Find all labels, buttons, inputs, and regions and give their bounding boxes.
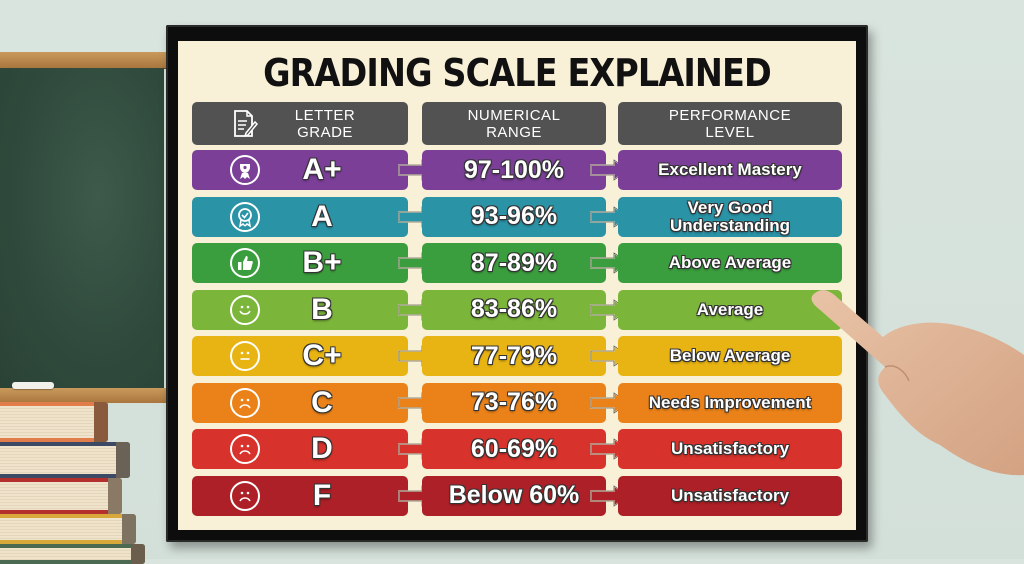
grade-label: C+ [302, 339, 342, 372]
row-numerical-range: 83-86% [422, 289, 606, 330]
row-numerical-range: 60-69% [422, 429, 606, 469]
row-performance-level: Unsatisfactory [618, 429, 842, 469]
grade-label: D [311, 432, 333, 465]
level-label: Average [696, 299, 764, 319]
header-letter-grade-label: LETTER GRADE [294, 106, 356, 141]
header-letter-grade: LETTER GRADE [192, 102, 408, 145]
row-letter-grade: C+ [192, 336, 408, 376]
book [0, 514, 136, 544]
level-label: Unsatisfactory [670, 485, 790, 505]
chalkboard-surface [0, 68, 164, 388]
book [0, 402, 108, 442]
row-performance-level: Very Good Understanding [618, 196, 842, 237]
row-performance-level: Unsatisfactory [618, 475, 842, 516]
frown-face-icon [230, 480, 260, 511]
grade-label: B [311, 292, 333, 326]
row-numerical-range: 87-89% [422, 243, 606, 283]
range-label: 97-100% [463, 155, 565, 184]
poster-title: GRADING SCALE EXPLAINED [263, 51, 772, 95]
row-numerical-range: Below 60% [422, 475, 606, 516]
row-numerical-range: 97-100% [422, 150, 606, 190]
grade-label: A [311, 199, 333, 233]
row-performance-level: Above Average [618, 243, 842, 283]
level-label: Excellent Mastery [658, 160, 802, 179]
row-performance-level: Below Average [618, 336, 842, 376]
neutral-face-icon [230, 341, 260, 371]
row-numerical-range: 77-79% [422, 336, 606, 376]
row-letter-grade: A+ [192, 150, 408, 190]
level-label: Below Average [669, 346, 791, 365]
trophy-ribbon-icon [230, 155, 260, 185]
range-label: 73-76% [470, 388, 558, 416]
row-performance-level: Needs Improvement [618, 382, 842, 423]
header-numerical-range: NUMERICAL RANGE [422, 102, 606, 145]
grade-label: C [311, 385, 333, 419]
poster-frame: GRADING SCALE EXPLAINED LETTER GRADE NUM… [166, 25, 868, 542]
row-letter-grade: F [192, 475, 408, 516]
range-label: 87-89% [470, 248, 558, 277]
level-label: Very Good Understanding [670, 197, 790, 235]
range-label: 60-69% [470, 434, 558, 463]
range-label: Below 60% [448, 481, 580, 509]
row-letter-grade: B+ [192, 243, 408, 283]
row-performance-level: Average [618, 289, 842, 330]
level-label: Unsatisfactory [670, 439, 790, 458]
range-label: 93-96% [470, 202, 558, 230]
book [0, 544, 145, 564]
chalkboard-ledge [0, 388, 166, 403]
header-numerical-range-label: NUMERICAL RANGE [467, 106, 561, 141]
pointing-hand [811, 290, 1024, 476]
frown-face-icon [230, 434, 260, 464]
row-letter-grade: D [192, 429, 408, 469]
row-numerical-range: 73-76% [422, 382, 606, 423]
chalk-piece [12, 382, 54, 389]
row-letter-grade: A [192, 196, 408, 237]
level-label: Needs Improvement [648, 392, 812, 412]
range-label: 77-79% [470, 341, 558, 370]
range-label: 83-86% [470, 295, 558, 323]
row-numerical-range: 93-96% [422, 196, 606, 237]
row-performance-level: Excellent Mastery [618, 150, 842, 190]
row-letter-grade: C [192, 382, 408, 423]
chalkboard [0, 52, 166, 404]
row-letter-grade: B [192, 289, 408, 330]
grading-scale-poster: GRADING SCALE EXPLAINED LETTER GRADE NUM… [178, 41, 856, 530]
book [0, 478, 122, 514]
header-performance-level: PERFORMANCE LEVEL [618, 102, 842, 145]
grade-label: A+ [302, 153, 342, 186]
header-performance-level-label: PERFORMANCE LEVEL [668, 106, 792, 141]
chalkboard-top-rail [0, 52, 166, 69]
book [0, 442, 130, 478]
grade-label: B+ [302, 246, 342, 279]
frown-face-icon [230, 387, 260, 418]
grade-label: F [312, 478, 332, 512]
award-badge-icon [230, 201, 260, 232]
document-pencil-icon [234, 109, 258, 137]
thumbs-up-icon [230, 248, 260, 278]
level-label: Above Average [668, 253, 792, 272]
smiley-face-icon [230, 294, 260, 325]
book-stack [0, 400, 150, 564]
